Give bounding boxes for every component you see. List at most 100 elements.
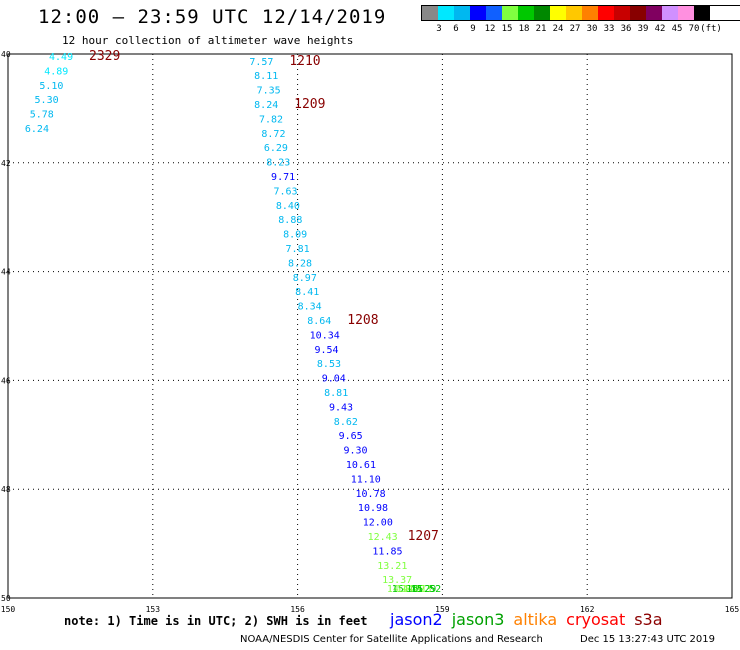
swh-value: 11.10	[351, 474, 381, 485]
legend-swatch	[518, 6, 534, 20]
swh-value: 7.57	[249, 57, 273, 68]
lat-tick-label: 46	[1, 376, 11, 385]
legend-swatch	[662, 6, 678, 20]
legend-swatch	[646, 6, 662, 20]
satellite-s3a: s3a	[634, 610, 663, 629]
swh-value: 6.29	[264, 143, 288, 154]
swh-value: 8.09	[283, 230, 307, 241]
swh-value: 5.10	[39, 81, 63, 92]
legend-swatch	[614, 6, 630, 20]
legend-label: 70	[688, 24, 700, 34]
swh-value: 8.81	[324, 388, 348, 399]
map-frame	[7, 53, 733, 599]
swh-value: 10.78	[356, 489, 386, 500]
track-time-label: 1207	[408, 529, 439, 544]
swh-value: 7.81	[286, 244, 310, 255]
swh-value: 9.43	[329, 402, 353, 413]
footer-organization: NOAA/NESDIS Center for Satellite Applica…	[240, 634, 543, 645]
legend-label: (ft)	[700, 24, 722, 34]
swh-value: 4.89	[44, 66, 68, 77]
legend-label: 42	[654, 24, 666, 34]
satellite-altika: altika	[513, 610, 558, 629]
swh-value: 13.37	[382, 575, 412, 586]
legend-label: 39	[637, 24, 649, 34]
legend-swatch	[598, 6, 614, 20]
swh-value: 7.35	[257, 86, 281, 97]
swh-value: 12.43	[368, 532, 398, 543]
swh-value: 9.04	[322, 374, 346, 385]
swh-value: 8.11	[254, 71, 278, 82]
swh-value: 8.88	[278, 215, 302, 226]
legend-label: 12	[484, 24, 496, 34]
swh-value: 8.41	[295, 287, 319, 298]
swh-value: 8.40	[276, 201, 300, 212]
satellite-legend: jason2 jason3 altika cryosat s3a	[390, 610, 672, 629]
units-note: note: 1) Time is in UTC; 2) SWH is in fe…	[64, 614, 368, 628]
swh-value: 5.30	[35, 95, 59, 106]
legend-swatch	[454, 6, 470, 20]
track-time-label: 1209	[294, 97, 325, 112]
legend-swatch	[470, 6, 486, 20]
legend-labels: 3 6 9 12 15 18 21 24 27 30 33 36 39 42 45 70 (ft)	[421, 21, 740, 35]
legend-swatch	[582, 6, 598, 20]
lat-tick-label: 42	[1, 159, 11, 168]
legend-swatch	[630, 6, 646, 20]
swh-value: 9.71	[271, 172, 295, 183]
satellite-jason3: jason3	[451, 610, 505, 629]
lon-tick-label: 165	[725, 605, 740, 614]
swh-value: 16.29	[406, 584, 436, 595]
legend-swatch	[566, 6, 582, 20]
legend-label: 9	[470, 24, 476, 34]
legend-swatch	[486, 6, 502, 20]
legend-label: 15	[501, 24, 513, 34]
legend-label: 24	[552, 24, 564, 34]
lat-tick-label: 48	[1, 485, 11, 494]
legend-swatch	[438, 6, 454, 20]
lon-tick-label: 156	[290, 605, 305, 614]
swh-value: 10.34	[310, 330, 340, 341]
map-title: 12:00 — 23:59 UTC 12/14/2019	[38, 6, 387, 28]
swh-value: 8.34	[298, 302, 322, 313]
swh-value: 8.64	[307, 316, 331, 327]
swh-value: 8.97	[293, 273, 317, 284]
legend-swatches	[421, 5, 740, 21]
satellite-cryosat: cryosat	[566, 610, 626, 629]
color-legend: 3 6 9 12 15 18 21 24 27 30 33 36 39 42 45 70 (ft)	[421, 5, 740, 35]
swh-value: 14.81	[387, 584, 417, 595]
swh-value: 5.78	[30, 110, 54, 121]
legend-swatch	[694, 6, 710, 20]
map-subtitle: 12 hour collection of altimeter wave hei…	[62, 34, 354, 47]
swh-value: 8.24	[254, 100, 278, 111]
lat-tick-label: 40	[1, 50, 11, 59]
lon-tick-label: 159	[435, 605, 450, 614]
track-time-label: 1210	[289, 54, 320, 69]
swh-value: 15.52	[411, 584, 441, 595]
swh-value: 7.63	[273, 186, 297, 197]
swh-value: 12.00	[363, 518, 393, 529]
swh-value: 6.24	[25, 124, 49, 135]
swh-value: 8.53	[317, 359, 341, 370]
lat-tick-label: 50	[1, 594, 11, 603]
track-time-label: 1208	[347, 313, 378, 328]
legend-label: 45	[671, 24, 683, 34]
swh-value: 10.61	[346, 460, 376, 471]
swh-value: 7.82	[259, 114, 283, 125]
legend-swatch	[550, 6, 566, 20]
legend-swatch	[502, 6, 518, 20]
swh-value: 9.65	[339, 431, 363, 442]
legend-label: 3	[436, 24, 442, 34]
swh-value: 4.49	[49, 52, 73, 63]
lon-tick-label: 162	[580, 605, 595, 614]
swh-value: 10.98	[358, 503, 388, 514]
track-time-label: 2329	[89, 49, 120, 64]
legend-label: 18	[518, 24, 530, 34]
swh-value: 11.85	[372, 546, 402, 557]
lon-tick-label: 150	[1, 605, 16, 614]
lat-tick-label: 44	[1, 268, 11, 277]
legend-label: 36	[620, 24, 632, 34]
legend-swatch	[534, 6, 550, 20]
swh-value: 13.21	[377, 561, 407, 572]
legend-label: 33	[603, 24, 615, 34]
swh-value: 14.73	[401, 584, 431, 595]
